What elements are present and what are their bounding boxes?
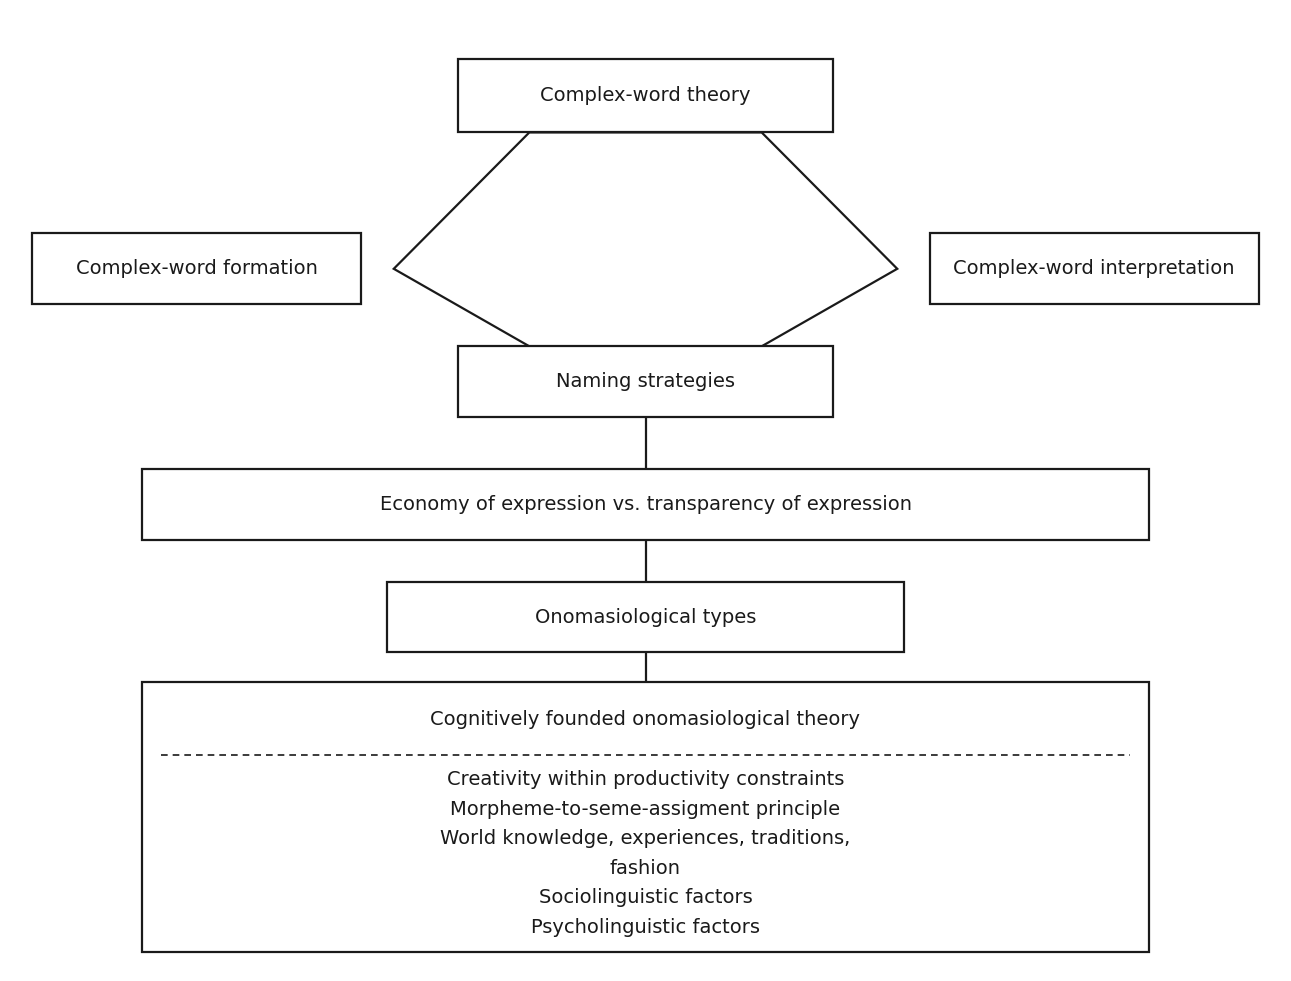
Text: Complex-word interpretation: Complex-word interpretation <box>953 259 1235 279</box>
FancyBboxPatch shape <box>32 233 361 304</box>
Text: Complex-word formation: Complex-word formation <box>76 259 318 279</box>
FancyBboxPatch shape <box>930 233 1259 304</box>
Text: World knowledge, experiences, traditions,: World knowledge, experiences, traditions… <box>440 829 851 849</box>
Text: Economy of expression vs. transparency of expression: Economy of expression vs. transparency o… <box>380 494 911 514</box>
Text: Psycholinguistic factors: Psycholinguistic factors <box>531 917 760 937</box>
Text: Cognitively founded onomasiological theory: Cognitively founded onomasiological theo… <box>430 709 861 729</box>
Text: fashion: fashion <box>611 858 680 878</box>
Text: Morpheme-to-seme-assigment principle: Morpheme-to-seme-assigment principle <box>451 800 840 819</box>
FancyBboxPatch shape <box>142 469 1149 540</box>
Text: Sociolinguistic factors: Sociolinguistic factors <box>538 888 753 907</box>
Text: Naming strategies: Naming strategies <box>556 372 735 391</box>
FancyBboxPatch shape <box>458 59 833 132</box>
Text: Onomasiological types: Onomasiological types <box>534 607 757 627</box>
FancyBboxPatch shape <box>387 582 904 652</box>
Text: Complex-word theory: Complex-word theory <box>540 86 751 105</box>
Text: Creativity within productivity constraints: Creativity within productivity constrain… <box>447 770 844 790</box>
FancyBboxPatch shape <box>458 346 833 417</box>
FancyBboxPatch shape <box>142 682 1149 952</box>
